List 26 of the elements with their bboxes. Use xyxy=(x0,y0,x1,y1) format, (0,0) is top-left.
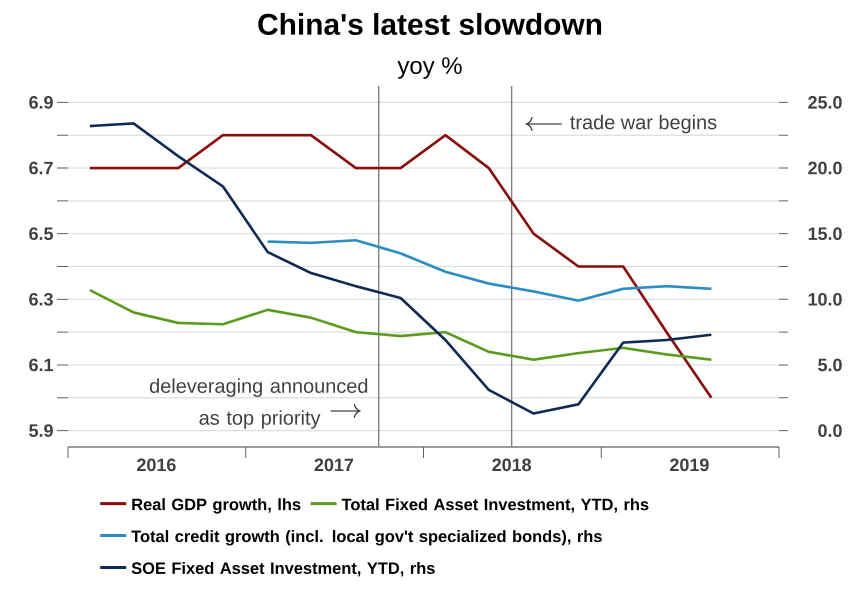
chart-title: China's latest slowdown xyxy=(258,13,602,35)
x-tick-label: 2016 xyxy=(137,458,176,472)
y2-tick-label: 25.0 xyxy=(808,96,842,109)
ref-line-label: trade war begins xyxy=(570,114,716,134)
legend-label: Total Fixed Asset Investment, YTD, rhs xyxy=(342,498,648,513)
x-tick-label: 2018 xyxy=(492,458,532,472)
x-tick-label: 2019 xyxy=(670,458,709,472)
y2-tick-label: 10.0 xyxy=(808,292,842,306)
x-tick-label: 2017 xyxy=(314,458,354,472)
chart-subtitle: yoy % xyxy=(398,57,462,79)
ref-line-label: deleveraging announced as top priority xyxy=(150,378,368,429)
y2-tick-label: 0.0 xyxy=(818,424,842,437)
y-tick-label: 6.1 xyxy=(29,358,53,372)
y2-tick-label: 5.0 xyxy=(818,358,842,372)
legend-label: Total credit growth (incl. local gov't specialized bonds), rhs xyxy=(131,530,602,546)
y-tick-label: 6.7 xyxy=(29,162,53,174)
y-tick-label: 6.5 xyxy=(29,227,53,240)
y2-tick-label: 20.0 xyxy=(808,162,842,174)
y-tick-label: 5.9 xyxy=(29,424,53,437)
line-series xyxy=(88,288,713,361)
line-series xyxy=(266,238,713,302)
y-tick-label: 6.3 xyxy=(29,292,53,306)
legend-label: Real GDP growth, lhs xyxy=(132,498,300,514)
legend-label: SOE Fixed Asset Investment, YTD, rhs xyxy=(132,562,435,576)
y-tick-label: 6.9 xyxy=(29,96,53,109)
y2-tick-label: 15.0 xyxy=(808,227,842,240)
